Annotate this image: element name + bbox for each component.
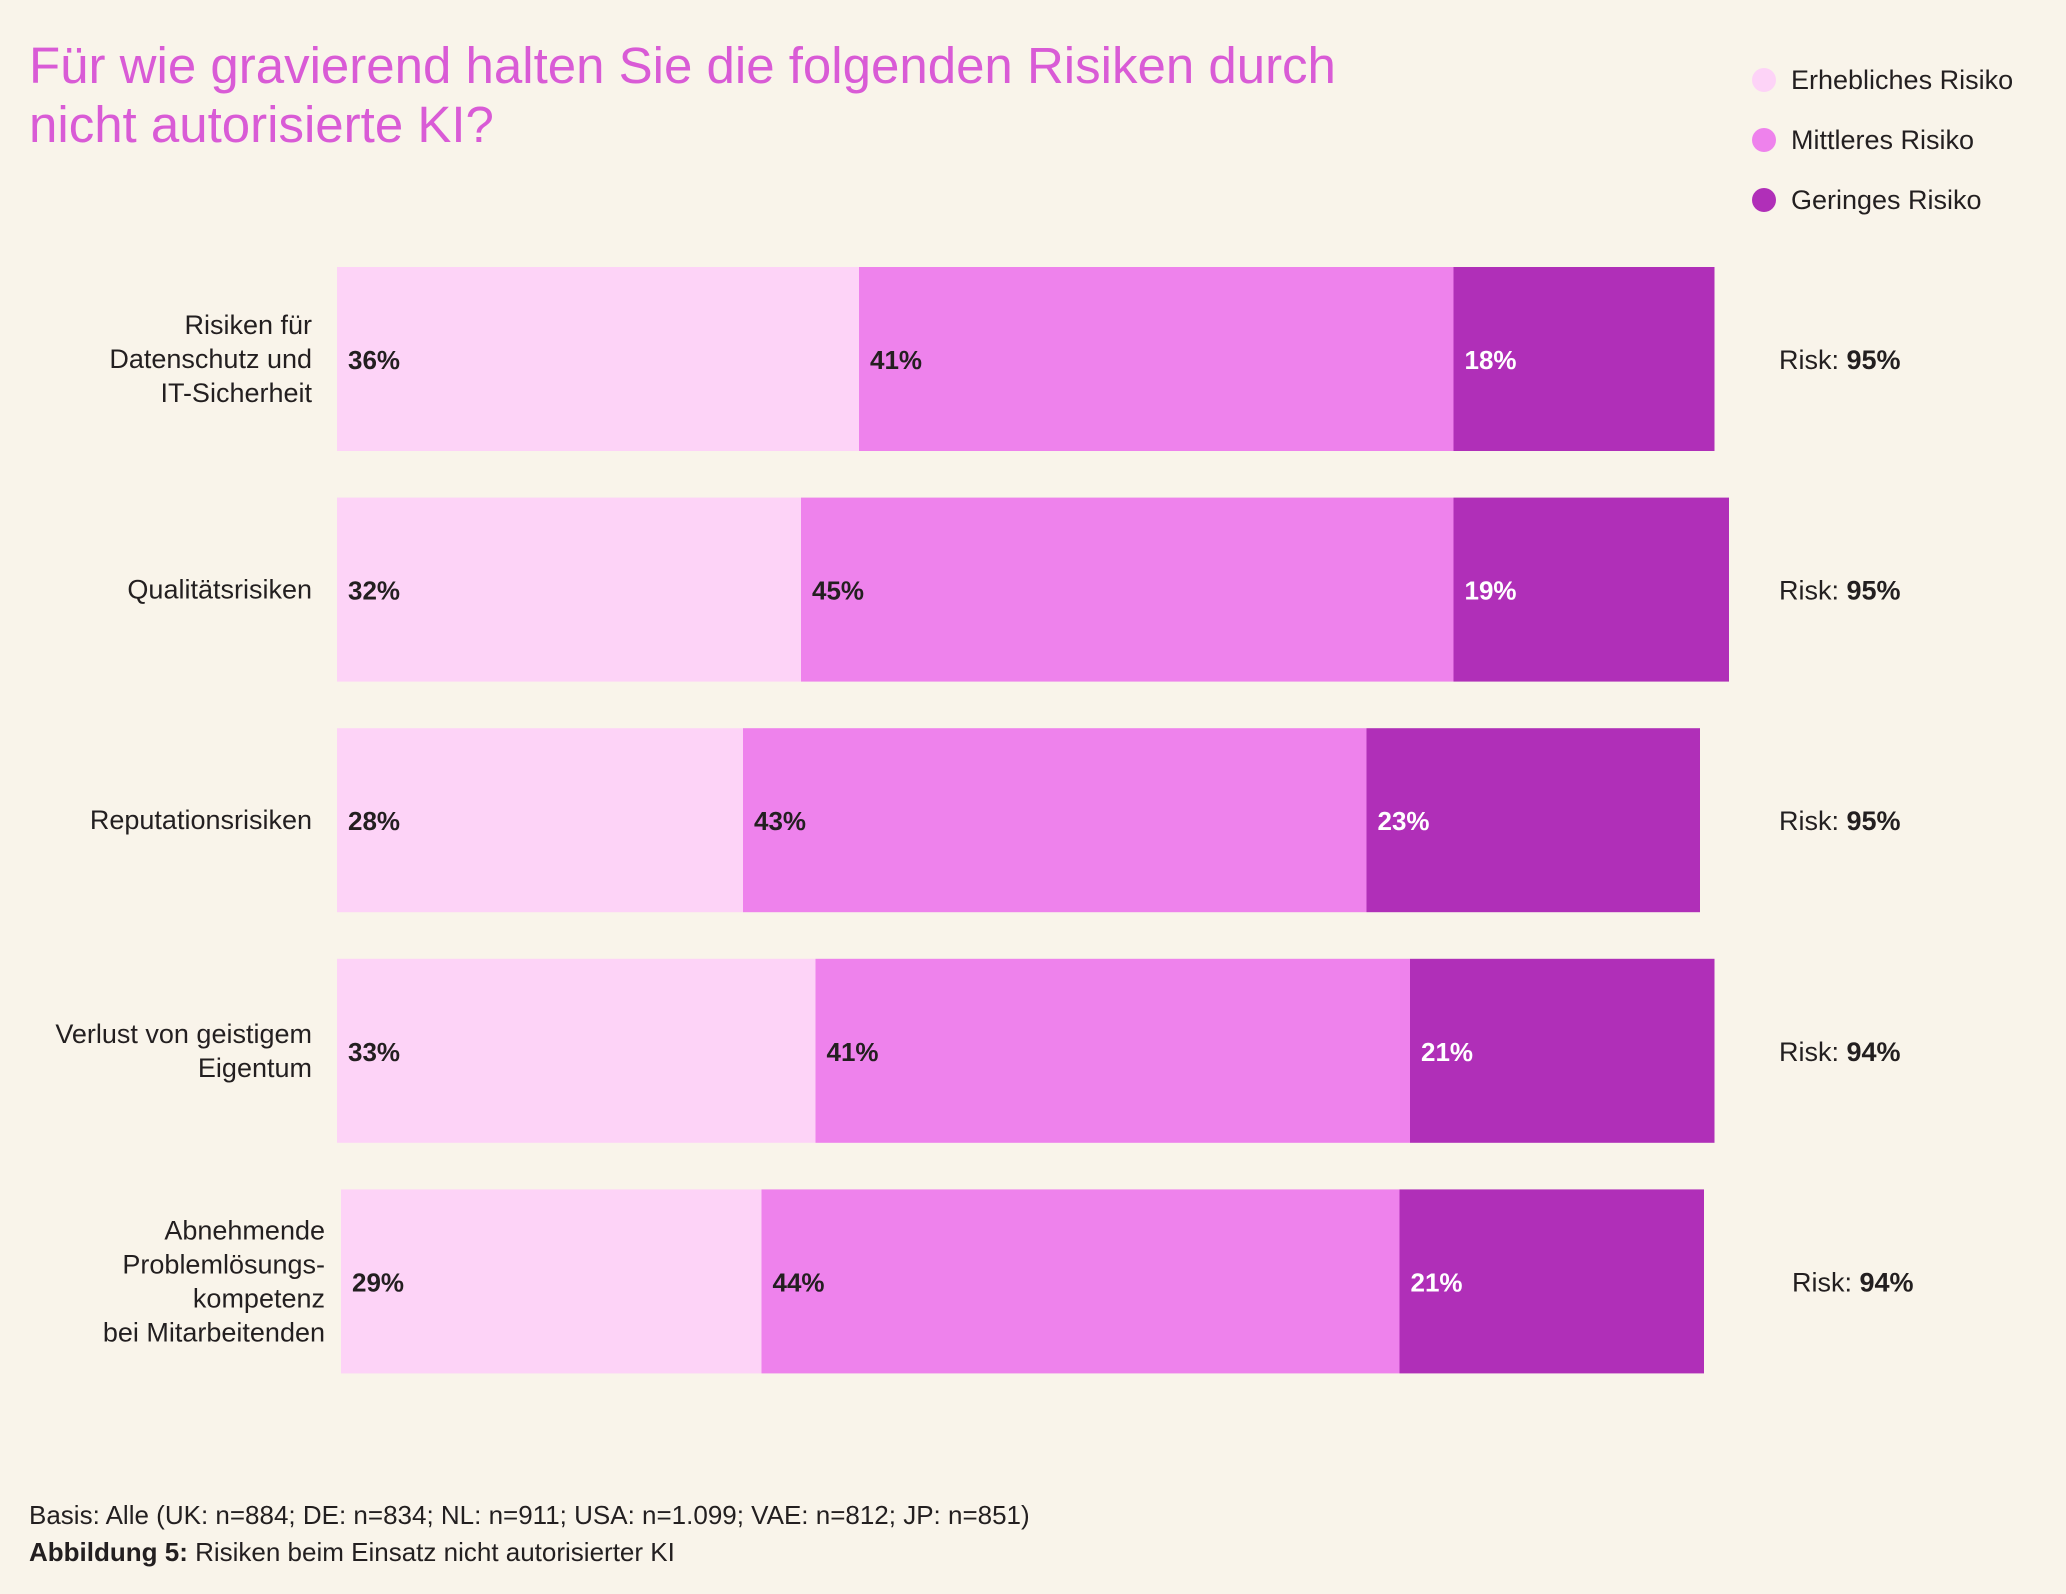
bar-segment [815,958,1410,1143]
legend-label: Geringes Risiko [1791,184,1982,215]
total-label: Risk: 94% [1792,1267,1914,1297]
data-label: 41% [827,1037,879,1067]
bar-segment [1410,958,1715,1143]
data-label: 41% [870,345,922,375]
footer-basis: Basis: Alle (UK: n=884; DE: n=834; NL: n… [29,1500,1030,1530]
data-label: 28% [348,806,400,836]
legend-swatch [1752,128,1776,152]
bar-segment [341,1189,762,1374]
figure-label: Abbildung 5: [29,1537,188,1567]
data-label: 18% [1465,345,1517,375]
figure-caption-text: Risiken beim Einsatz nicht autorisierter… [187,1537,675,1567]
chart-title: Für wie gravierend halten Sie die folgen… [29,37,1336,153]
data-label: 29% [352,1267,404,1297]
bar-segment [1399,1189,1704,1374]
data-label: 21% [1411,1267,1463,1297]
bar-segment [1453,267,1715,451]
legend: Erhebliches Risiko Mittleres Risiko Geri… [1752,50,2013,230]
category-label: Verlust von geistigem Eigentum [55,1019,312,1083]
footer: Basis: Alle (UK: n=884; DE: n=834; NL: n… [29,1497,1030,1571]
bar-segment [1366,728,1700,913]
bar-segment [761,1189,1400,1374]
data-label: 43% [754,806,806,836]
data-label: 36% [348,345,400,375]
bar-segment [337,497,801,682]
bar-segment [337,267,859,451]
legend-item-erheblich: Erhebliches Risiko [1752,50,2013,110]
legend-item-mittel: Mittleres Risiko [1752,110,2013,170]
bar-segment [859,267,1454,451]
bar-segment [1453,497,1729,682]
total-label: Risk: 95% [1779,576,1901,606]
total-label: Risk: 95% [1779,345,1901,375]
figure-caption: Abbildung 5: Risiken beim Einsatz nicht … [29,1534,1030,1571]
category-label: Reputationsrisiken [90,805,312,835]
data-label: 45% [812,576,864,606]
category-label: Abnehmende Problemlösungs-kompetenz bei Mi… [103,1215,325,1347]
data-label: 19% [1465,576,1517,606]
bar-segment [337,728,743,913]
data-label: 21% [1421,1037,1473,1067]
data-label: 33% [348,1037,400,1067]
legend-swatch [1752,188,1776,212]
bar-segment [743,728,1367,913]
data-label: 23% [1378,806,1430,836]
legend-item-gering: Geringes Risiko [1752,170,2013,230]
data-label: 44% [773,1267,825,1297]
legend-label: Erhebliches Risiko [1791,64,2014,95]
total-label: Risk: 95% [1779,806,1901,836]
category-label: Qualitätsrisiken [127,575,312,605]
legend-swatch [1752,68,1776,92]
data-label: 32% [348,576,400,606]
bar-segment [801,497,1454,682]
legend-label: Mittleres Risiko [1791,124,1975,155]
bar-segment [337,958,816,1143]
category-label: Risiken für Datenschutz und IT-Sicherheit [109,310,312,408]
total-label: Risk: 94% [1779,1037,1901,1067]
